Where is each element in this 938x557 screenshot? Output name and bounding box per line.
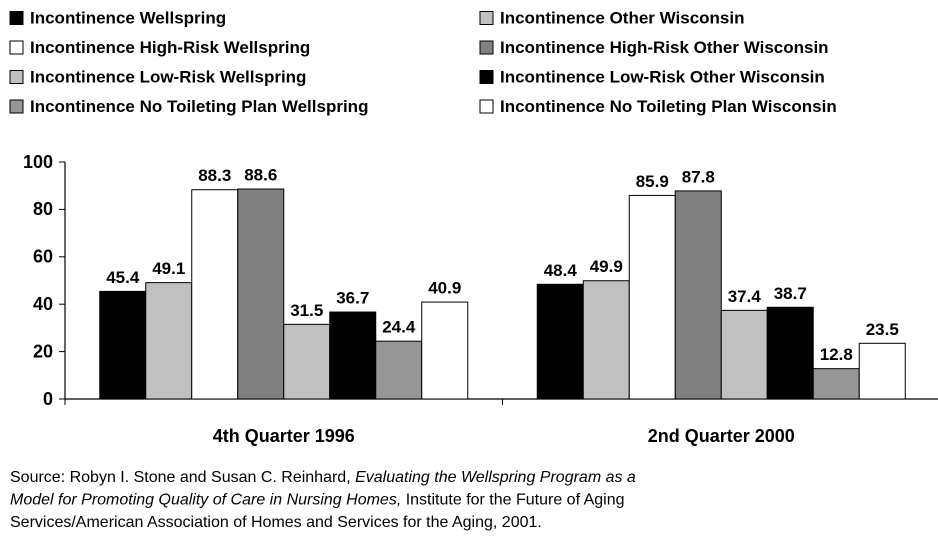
bar — [720, 309, 768, 400]
data-label: 37.4 — [728, 287, 762, 306]
y-tick-label: 0 — [43, 389, 53, 409]
legend-label: Incontinence Wellspring — [30, 8, 226, 27]
bar — [145, 282, 193, 400]
legend-label: Incontinence Other Wisconsin — [500, 8, 745, 27]
x-tick-label: 4th Quarter 1996 — [213, 426, 355, 446]
y-tick-label: 40 — [33, 294, 53, 314]
data-label: 36.7 — [336, 289, 369, 308]
legend-label: Incontinence Low-Risk Wellspring — [30, 67, 306, 86]
legend-swatch — [9, 70, 24, 84]
y-tick-label: 80 — [33, 199, 53, 219]
source-segment: Source: Robyn I. Stone and Susan C. Rein… — [10, 469, 355, 486]
bar — [766, 306, 814, 400]
legend-swatch — [9, 40, 24, 55]
legend-label: Incontinence Low-Risk Other Wisconsin — [500, 67, 825, 86]
data-label: 38.7 — [774, 284, 807, 303]
source-segment: Evaluating the Wellspring Program as a — [355, 469, 636, 486]
legend-label: Incontinence High-Risk Wellspring — [30, 38, 310, 57]
bar — [283, 323, 331, 400]
bar — [582, 280, 630, 400]
bar — [674, 190, 722, 400]
y-tick-label: 20 — [33, 341, 53, 361]
bar — [812, 368, 860, 400]
data-label: 31.5 — [290, 301, 323, 320]
data-label: 85.9 — [636, 172, 669, 191]
bar — [237, 188, 285, 400]
source-note: Source: Robyn I. Stone and Susan C. Rein… — [10, 469, 636, 486]
bar — [191, 189, 239, 400]
legend-swatch — [9, 11, 24, 25]
legend-swatch — [479, 99, 494, 114]
source-segment: Services/American Association of Homes a… — [10, 514, 542, 531]
legend-label: Incontinence No Toileting Plan Wellsprin… — [30, 97, 368, 116]
data-label: 40.9 — [428, 279, 461, 298]
source-segment: Institute for the Future of Aging — [401, 492, 624, 509]
bar — [628, 194, 676, 400]
y-tick-label: 100 — [23, 152, 53, 172]
bar — [329, 311, 377, 400]
bar — [421, 301, 469, 400]
data-label: 24.4 — [382, 318, 416, 337]
source-segment: Model for Promoting Quality of Care in N… — [10, 492, 401, 509]
data-label: 49.9 — [590, 257, 623, 276]
data-label: 12.8 — [820, 345, 853, 364]
bar — [536, 283, 584, 400]
legend-swatch — [479, 70, 494, 84]
x-tick-label: 2nd Quarter 2000 — [648, 426, 795, 446]
source-note: Model for Promoting Quality of Care in N… — [10, 492, 625, 509]
legend-swatch — [479, 40, 494, 55]
legend-swatch — [9, 99, 24, 114]
y-tick-label: 60 — [33, 247, 53, 267]
data-label: 88.6 — [244, 166, 277, 185]
bar — [858, 342, 906, 400]
data-label: 48.4 — [544, 261, 578, 280]
data-label: 87.8 — [682, 167, 715, 186]
data-label: 49.1 — [152, 259, 185, 278]
legend-label: Incontinence High-Risk Other Wisconsin — [500, 38, 829, 57]
data-label: 23.5 — [866, 320, 899, 339]
data-label: 45.4 — [106, 268, 140, 287]
source-note: Services/American Association of Homes a… — [10, 514, 542, 531]
legend-label: Incontinence No Toileting Plan Wisconsin — [500, 97, 837, 116]
legend-swatch — [479, 11, 494, 25]
bar — [375, 340, 423, 400]
data-label: 88.3 — [198, 166, 231, 185]
bar — [99, 290, 147, 400]
